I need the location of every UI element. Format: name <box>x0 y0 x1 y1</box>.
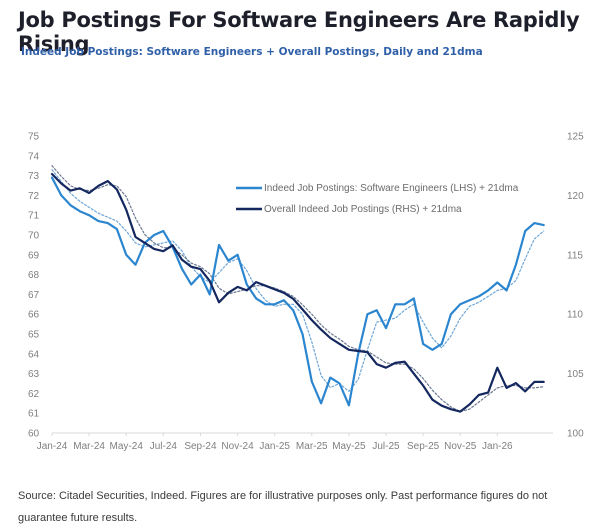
x-tick-label: Nov-24 <box>221 441 254 452</box>
y-right-tick-label: 105 <box>567 369 584 380</box>
series-line-overall-21dma <box>51 165 545 413</box>
y-left-tick-label: 73 <box>28 171 40 182</box>
y-left-tick-label: 71 <box>28 211 40 222</box>
y-left-tick-label: 61 <box>28 409 40 420</box>
y-left-tick-label: 68 <box>28 270 40 281</box>
right-axis: 125 120 115 110 105 100 <box>567 132 584 440</box>
x-tick-label: Sep-24 <box>184 441 217 452</box>
y-left-tick-label: 67 <box>28 290 40 301</box>
y-right-tick-label: 120 <box>567 191 584 202</box>
series-layer <box>50 165 545 413</box>
legend: Indeed Job Postings: Software Engineers … <box>236 183 519 215</box>
y-left-tick-label: 62 <box>28 389 40 400</box>
source-note: Source: Citadel Securities, Indeed. Figu… <box>18 490 548 524</box>
y-right-tick-label: 125 <box>567 132 584 143</box>
y-left-tick-label: 60 <box>28 429 40 440</box>
y-right-tick-label: 100 <box>567 429 584 440</box>
x-tick-label: Jul-24 <box>150 441 178 452</box>
series-line-overall-postings <box>50 172 545 413</box>
series-line-software-engineers-21dma <box>51 169 545 392</box>
x-tick-label: Mar-24 <box>73 441 105 452</box>
x-tick-label: Nov-25 <box>444 441 477 452</box>
y-left-tick-label: 66 <box>28 310 40 321</box>
y-left-tick-label: 65 <box>28 330 40 341</box>
x-tick-label: Jan-25 <box>259 441 290 452</box>
x-tick-label: May-24 <box>110 441 144 452</box>
x-tick-label: Jan-24 <box>37 441 68 452</box>
y-left-tick-label: 69 <box>28 250 40 261</box>
x-tick-label: May-25 <box>332 441 366 452</box>
left-axis: 75 74 73 72 71 70 69 68 67 66 65 64 63 62 61 60 <box>28 132 40 440</box>
y-left-tick-label: 72 <box>28 191 40 202</box>
y-right-tick-label: 115 <box>567 250 583 261</box>
chart-subtitle: Indeed Job Postings: Software Engineers … <box>21 46 483 58</box>
x-tick-label: Jul-25 <box>372 441 400 452</box>
y-left-tick-label: 75 <box>28 132 40 143</box>
y-right-tick-label: 110 <box>567 310 583 321</box>
legend-label-overall: Overall Indeed Job Postings (RHS) + 21dm… <box>264 204 462 215</box>
x-tick-label: Mar-25 <box>296 441 328 452</box>
y-left-tick-label: 63 <box>28 369 40 380</box>
x-tick-label: Sep-25 <box>407 441 440 452</box>
y-left-tick-label: 64 <box>28 349 40 360</box>
series-line-software-engineers <box>50 176 545 407</box>
legend-label-swe: Indeed Job Postings: Software Engineers … <box>264 183 519 194</box>
x-tick-label: Jan-26 <box>482 441 513 452</box>
x-axis: Jan-24 Mar-24 May-24 Jul-24 Sep-24 Nov-24 Jan-… <box>37 433 513 452</box>
chart-title: Job Postings For Software Engineers Are … <box>18 8 580 56</box>
y-left-tick-label: 74 <box>28 151 40 162</box>
y-left-tick-label: 70 <box>28 231 40 242</box>
